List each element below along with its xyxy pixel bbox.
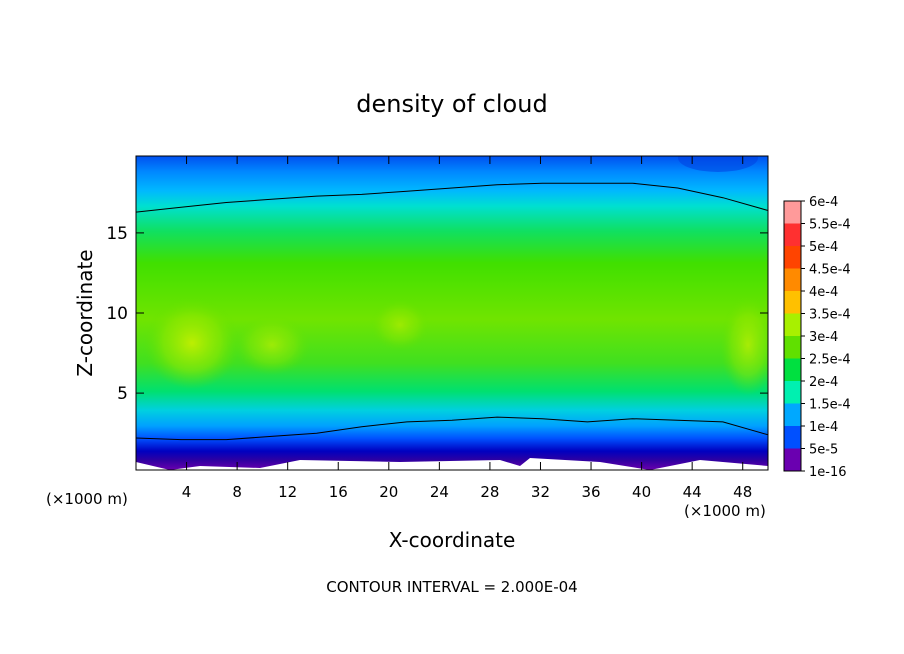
colorbar-swatch: [784, 426, 801, 449]
colorbar-label: 4e-4: [809, 285, 838, 300]
surface-edge: [136, 458, 768, 470]
chart-title: density of cloud: [356, 90, 547, 118]
x-unit-right: (×1000 m): [684, 502, 766, 520]
x-tick-label: 44: [683, 483, 702, 501]
colorbar-swatch: [784, 313, 801, 336]
x-tick-label: 36: [581, 483, 600, 501]
colorbar: 6e-4 5.5e-4 5e-4 4.5e-4 4e-4 3.5e-4 3e-4 2.5e-4…: [783, 195, 851, 480]
x-tick-label: 12: [278, 483, 297, 501]
plot-area: [136, 156, 768, 470]
density-field: [136, 156, 768, 470]
x-axis: 4 8 12 16 20 24 28 32 36 40 44 48: [182, 156, 752, 501]
colorbar-label: 5e-4: [809, 240, 838, 255]
colorbar-label: 3e-4: [809, 330, 838, 345]
x-tick-label: 24: [430, 483, 449, 501]
density-maximum-center: [370, 299, 430, 351]
x-tick-label: 40: [632, 483, 651, 501]
x-axis-label: X-coordinate: [389, 528, 516, 552]
colorbar-label: 1e-16: [809, 465, 847, 480]
colorbar-label: 2e-4: [809, 375, 838, 390]
colorbar-label: 1.5e-4: [809, 398, 851, 413]
y-tick-label: 5: [117, 384, 128, 404]
colorbar-label: 6e-4: [809, 195, 838, 210]
y-tick-label: 10: [106, 304, 128, 324]
contour-lines: [136, 182, 768, 441]
colorbar-swatch: [784, 358, 801, 381]
x-tick-label: 48: [733, 483, 752, 501]
colorbar-swatch: [784, 223, 801, 246]
colorbar-label: 4.5e-4: [809, 263, 851, 278]
density-maximum-left: [144, 297, 240, 389]
colorbar-swatch: [784, 268, 801, 291]
x-tick-label: 20: [379, 483, 398, 501]
colorbar-swatch-min: [784, 448, 801, 471]
x-tick-label: 16: [329, 483, 348, 501]
contour-line-2: [136, 416, 768, 441]
x-tick-label: 4: [182, 483, 192, 501]
low-density-top-right: [678, 156, 758, 172]
x-tick-label: 28: [480, 483, 499, 501]
colorbar-swatch: [784, 403, 801, 426]
density-maximum-right: [720, 295, 768, 395]
colorbar-label: 1e-4: [809, 420, 838, 435]
colorbar-swatch: [784, 246, 801, 269]
colorbar-label: 3.5e-4: [809, 308, 851, 323]
colorbar-swatch: [784, 291, 801, 314]
contour-line-1: [136, 182, 768, 213]
y-axis: 5 10 15: [106, 224, 768, 404]
y-tick-label: 15: [106, 224, 128, 244]
colorbar-swatch: [784, 381, 801, 404]
colorbar-label: 5.5e-4: [809, 218, 851, 233]
colorbar-swatch: [784, 201, 801, 224]
contour-interval: CONTOUR INTERVAL = 2.000E-04: [326, 578, 577, 596]
density-maximum-mid-left: [234, 315, 310, 375]
x-unit-left: (×1000 m): [46, 490, 128, 508]
x-tick-label: 8: [232, 483, 242, 501]
x-tick-label: 32: [531, 483, 550, 501]
colorbar-label: 5e-5: [809, 443, 838, 458]
y-axis-label: Z-coordinate: [73, 249, 97, 376]
colorbar-label: 2.5e-4: [809, 353, 851, 368]
colorbar-swatch: [784, 336, 801, 359]
